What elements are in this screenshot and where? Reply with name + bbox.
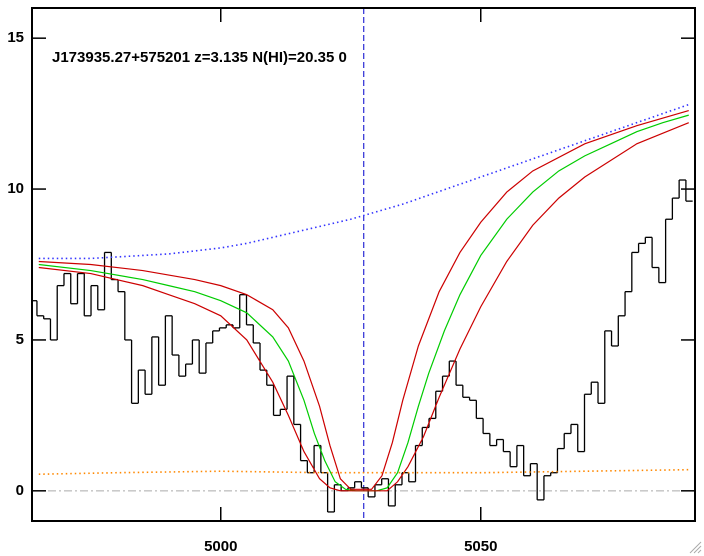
curve [38, 468, 689, 476]
flux-step-connector [36, 180, 687, 512]
chart-title: J173935.27+575201 z=3.135 N(HI)=20.35 0 [52, 49, 347, 66]
curve [38, 122, 689, 492]
curve [38, 110, 689, 490]
curve [38, 103, 690, 260]
y-tick-label: 0 [16, 482, 24, 499]
y-tick-label: 5 [16, 331, 24, 348]
curve [38, 114, 689, 492]
x-tick-label: 5000 [204, 538, 237, 555]
y-tick-label: 15 [7, 29, 24, 46]
resize-grip [689, 541, 702, 554]
axes-frame [31, 7, 696, 522]
x-tick-label: 5050 [464, 538, 497, 555]
y-tick-label: 10 [7, 180, 24, 197]
plot-area [32, 8, 695, 521]
